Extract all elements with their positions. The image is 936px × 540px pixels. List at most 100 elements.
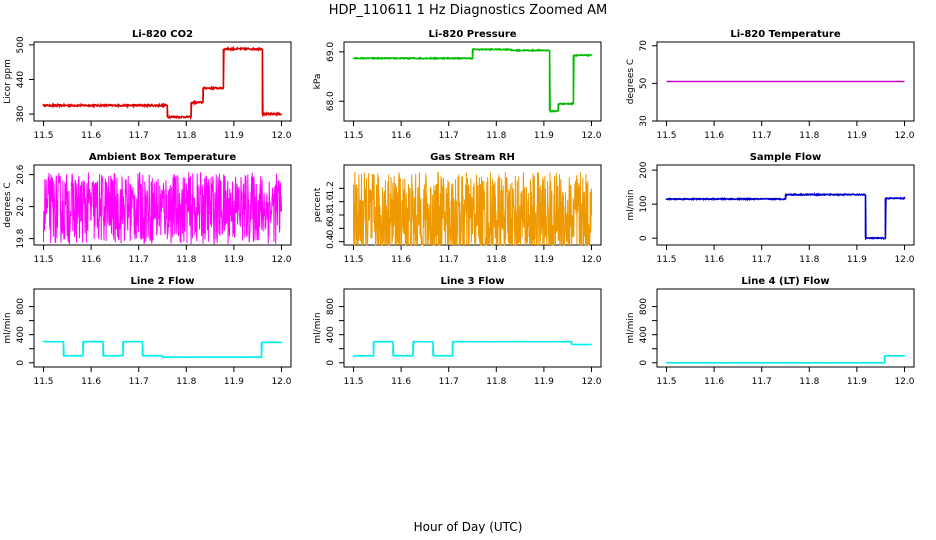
plot-frame xyxy=(33,288,292,368)
y-tick-label: 50 xyxy=(639,77,649,89)
x-tick-label: 11.6 xyxy=(704,377,724,387)
y-tick-label: 400 xyxy=(639,326,649,343)
x-tick-label: 11.5 xyxy=(33,131,53,141)
x-tick-label: 11.9 xyxy=(534,377,554,387)
panel-title: Line 4 (LT) Flow xyxy=(741,276,829,287)
panel-sample-flow: Sample Flow 11.5 11.6 11.7 11.8 11.9 12.0 0 100 2… xyxy=(626,152,915,265)
x-tick-label: 11.7 xyxy=(129,255,149,265)
x-tick-label: 11.5 xyxy=(33,377,53,387)
x-tick-label: 11.8 xyxy=(486,377,506,387)
panel-box-temp: Ambient Box Temperature 11.5 11.6 11.7 11.8 1… xyxy=(3,152,292,265)
panel-co2: Li-820 CO2 11.5 11.6 11.7 11.8 11.9 12.0 380 440… xyxy=(3,29,292,141)
x-tick-label: 11.9 xyxy=(847,255,867,265)
panel-rh: Gas Stream RH 11.5 11.6 11.7 11.8 11.9 12.0 0.4… xyxy=(313,152,602,265)
y-axis-label: ml/min xyxy=(626,189,636,220)
x-tick-label: 11.9 xyxy=(847,377,867,387)
y-tick-label: 800 xyxy=(326,298,336,315)
x-tick-label: 12.0 xyxy=(271,255,291,265)
y-tick-label: 1.2 xyxy=(326,181,336,195)
y-tick-label: 100 xyxy=(639,195,649,212)
panel-pressure: Li-820 Pressure 11.5 11.6 11.7 11.8 11.9 12.0 6… xyxy=(313,29,602,141)
x-tick-label: 11.8 xyxy=(486,255,506,265)
y-axis-label: kPa xyxy=(313,74,323,90)
series-line xyxy=(42,340,283,359)
y-tick-label: 400 xyxy=(16,326,26,343)
x-tick-label: 11.5 xyxy=(33,255,53,265)
x-tick-label: 11.5 xyxy=(343,131,363,141)
x-tick-label: 11.7 xyxy=(129,131,149,141)
x-tick-label: 12.0 xyxy=(894,255,914,265)
series-line xyxy=(42,45,283,121)
plot-frame xyxy=(343,164,602,246)
panel-line4-flow: Line 4 (LT) Flow 11.5 11.6 11.7 11.8 11.9 12.0… xyxy=(626,276,915,387)
panel-title: Ambient Box Temperature xyxy=(89,152,236,163)
x-tick-label: 12.0 xyxy=(581,377,601,387)
plot-frame xyxy=(656,41,915,122)
x-tick-label: 11.7 xyxy=(129,377,149,387)
x-tick-label: 11.7 xyxy=(752,255,772,265)
y-tick-label: 380 xyxy=(16,105,26,122)
panel-title: Line 3 Flow xyxy=(441,276,505,287)
x-tick-label: 11.6 xyxy=(391,255,411,265)
x-tick-label: 12.0 xyxy=(271,377,291,387)
series-line xyxy=(43,172,282,245)
x-tick-label: 11.6 xyxy=(81,255,101,265)
panel-title: Sample Flow xyxy=(750,152,822,163)
y-tick-label: 19.8 xyxy=(16,228,26,248)
y-tick-label: 30 xyxy=(639,115,649,127)
y-tick-label: 0 xyxy=(639,360,649,366)
x-tick-label: 12.0 xyxy=(581,255,601,265)
plot-frame xyxy=(656,288,915,368)
x-tick-label: 11.8 xyxy=(176,377,196,387)
x-tick-label: 11.9 xyxy=(534,255,554,265)
x-tick-label: 11.7 xyxy=(439,131,459,141)
series-line xyxy=(352,340,593,358)
x-tick-label: 12.0 xyxy=(894,131,914,141)
plot-frame xyxy=(343,288,602,368)
x-tick-label: 11.5 xyxy=(343,377,363,387)
x-tick-label: 11.8 xyxy=(799,377,819,387)
y-tick-label: 1.0 xyxy=(326,194,336,209)
y-tick-label: 20.6 xyxy=(16,164,26,184)
x-tick-label: 11.9 xyxy=(224,255,244,265)
y-tick-label: 0 xyxy=(16,360,26,366)
x-tick-label: 11.6 xyxy=(81,377,101,387)
panel-title: Li-820 CO2 xyxy=(132,29,193,40)
x-tick-label: 11.6 xyxy=(704,131,724,141)
y-axis-label: Licor ppm xyxy=(3,59,13,104)
panel-line2-flow: Line 2 Flow 11.5 11.6 11.7 11.8 11.9 12.0 0 400 8… xyxy=(3,276,292,387)
x-tick-label: 11.8 xyxy=(799,255,819,265)
x-tick-label: 11.9 xyxy=(847,131,867,141)
y-tick-label: 68.0 xyxy=(326,91,336,111)
x-tick-label: 11.9 xyxy=(534,131,554,141)
series-line xyxy=(665,192,906,241)
panel-licor-temp: Li-820 Temperature 11.5 11.6 11.7 11.8 11.9 12… xyxy=(626,29,915,141)
series-line xyxy=(665,354,906,364)
y-tick-label: 0 xyxy=(639,235,649,241)
x-tick-label: 11.8 xyxy=(799,131,819,141)
y-tick-label: 69.0 xyxy=(326,42,336,62)
x-axis-label: Hour of Day (UTC) xyxy=(414,520,523,534)
x-tick-label: 11.6 xyxy=(81,131,101,141)
x-tick-label: 11.5 xyxy=(656,131,676,141)
x-tick-label: 12.0 xyxy=(581,131,601,141)
y-tick-label: 0.8 xyxy=(326,208,336,223)
figure-title: HDP_110611 1 Hz Diagnostics Zoomed AM xyxy=(329,3,608,18)
x-tick-label: 11.7 xyxy=(752,377,772,387)
y-tick-label: 500 xyxy=(16,36,26,53)
y-tick-label: 400 xyxy=(326,326,336,343)
x-tick-label: 11.9 xyxy=(224,131,244,141)
y-axis-label: ml/min xyxy=(626,312,636,343)
x-tick-label: 11.6 xyxy=(391,131,411,141)
x-tick-label: 11.6 xyxy=(391,377,411,387)
x-tick-label: 11.5 xyxy=(656,377,676,387)
x-tick-label: 11.8 xyxy=(176,131,196,141)
y-axis-label: ml/min xyxy=(3,312,13,343)
x-tick-label: 11.5 xyxy=(656,255,676,265)
x-tick-label: 11.8 xyxy=(486,131,506,141)
y-axis-label: percent xyxy=(313,187,323,222)
x-tick-label: 11.7 xyxy=(752,131,772,141)
plot-frame xyxy=(656,164,915,246)
panels-group: Li-820 CO2 11.5 11.6 11.7 11.8 11.9 12.0 380 440… xyxy=(3,29,915,387)
panel-title: Li-820 Pressure xyxy=(428,29,516,40)
